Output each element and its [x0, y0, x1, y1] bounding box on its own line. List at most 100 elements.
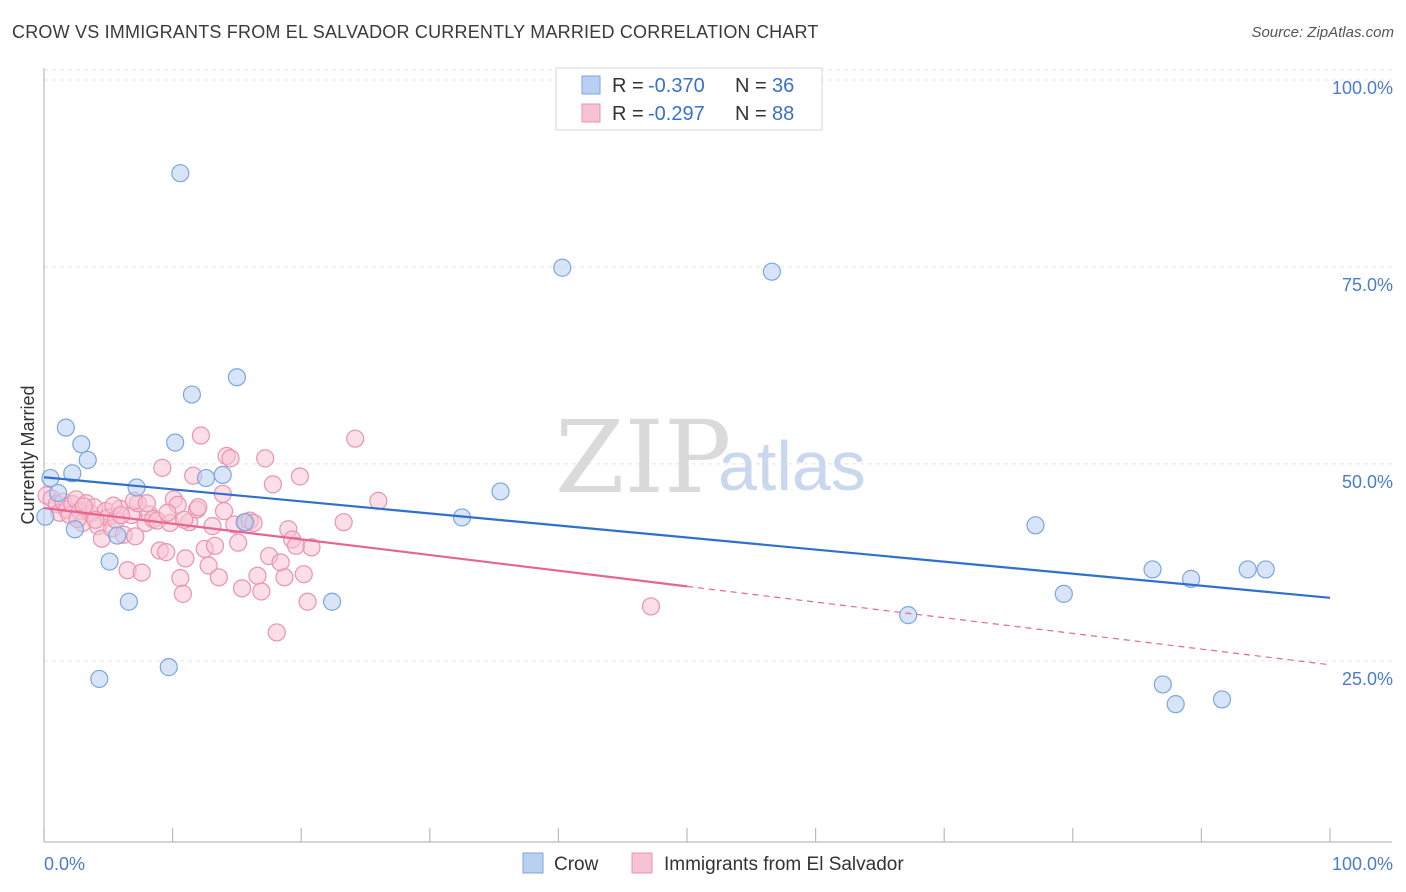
crow-trend-line: [43, 476, 1331, 599]
legend: R = -0.370 N = 36 R = -0.297 N = 88: [555, 67, 823, 131]
data-point: [227, 368, 246, 387]
data-point: [209, 568, 228, 587]
data-point: [182, 385, 201, 404]
data-point: [298, 592, 317, 611]
data-point: [108, 526, 127, 545]
data-point: [232, 579, 252, 598]
bottom-legend-swatch-salvador: [631, 852, 653, 874]
data-point: [491, 482, 510, 501]
data-point: [899, 606, 918, 625]
legend-n-label: N =: [735, 103, 767, 125]
data-point: [1166, 695, 1185, 714]
series-immigrants-el-salvador: [37, 426, 661, 642]
data-point: [1026, 516, 1045, 535]
data-point: [1238, 560, 1257, 579]
data-point: [1182, 569, 1201, 588]
data-point: [126, 527, 145, 546]
data-point: [203, 517, 222, 536]
data-point: [263, 475, 283, 494]
data-point: [334, 513, 353, 532]
data-point: [252, 582, 271, 601]
data-point: [189, 498, 208, 517]
data-point: [229, 533, 248, 552]
legend-n-crow: 36: [772, 75, 794, 97]
data-point: [78, 450, 97, 470]
data-point: [171, 569, 190, 588]
data-point: [294, 565, 313, 584]
legend-n-salvador: 88: [772, 103, 794, 125]
legend-swatch-crow: [581, 75, 601, 95]
y-tick-labels: 25.0% 50.0% 75.0% 100.0%: [1332, 78, 1393, 689]
x-tick-label-min: 0.0%: [44, 854, 85, 874]
data-point: [213, 465, 232, 485]
data-point: [65, 520, 84, 539]
data-point: [173, 584, 192, 603]
data-point: [112, 505, 131, 525]
data-point: [171, 164, 190, 183]
data-point: [90, 669, 109, 689]
data-point: [267, 623, 286, 642]
watermark-atlas: atlas: [718, 427, 866, 505]
data-point: [159, 658, 178, 677]
data-point: [157, 543, 176, 562]
data-point: [346, 429, 365, 448]
data-point: [762, 262, 781, 281]
data-point: [302, 538, 321, 557]
data-point: [214, 502, 234, 521]
data-point: [641, 597, 661, 616]
data-point: [153, 458, 172, 477]
axes: [43, 68, 1392, 843]
legend-swatch-salvador: [581, 103, 601, 123]
data-point: [369, 491, 388, 511]
bottom-legend: Crow Immigrants from El Salvador: [522, 852, 904, 875]
series-crow: [36, 164, 1275, 714]
chart-title: CROW VS IMMIGRANTS FROM EL SALVADOR CURR…: [12, 22, 819, 42]
data-point: [72, 435, 91, 454]
data-point: [100, 552, 119, 571]
data-point: [235, 513, 254, 532]
data-point: [205, 536, 225, 555]
trend-lines: [43, 476, 1331, 666]
legend-r-label: R =: [612, 75, 644, 97]
data-point: [63, 464, 82, 483]
data-point: [290, 467, 310, 486]
data-point: [166, 433, 185, 452]
data-point: [56, 418, 75, 437]
data-point: [322, 592, 342, 611]
data-point: [1153, 675, 1172, 694]
data-point: [271, 553, 290, 572]
data-point: [49, 483, 68, 503]
data-point: [119, 592, 138, 611]
y-tick-label: 50.0%: [1342, 472, 1393, 492]
data-point: [158, 503, 177, 522]
y-axis-label: Currently Married: [18, 385, 38, 524]
data-point: [199, 556, 218, 575]
data-point: [1054, 584, 1073, 603]
y-tick-label: 75.0%: [1342, 275, 1393, 295]
watermark-zip: ZIP: [555, 399, 731, 516]
data-point: [36, 507, 55, 526]
salvador-trend-extension: [686, 585, 1331, 666]
y-tick-label: 100.0%: [1332, 78, 1393, 98]
x-tick-label-max: 100.0%: [1332, 854, 1393, 874]
legend-r-salvador: -0.297: [648, 103, 705, 125]
data-point: [132, 563, 151, 582]
x-tick-labels: 0.0% 100.0%: [44, 854, 1393, 874]
data-point: [1256, 560, 1275, 579]
legend-r-label: R =: [612, 103, 644, 125]
data-point: [1212, 690, 1232, 709]
data-point: [256, 449, 275, 468]
data-point: [1143, 560, 1162, 579]
bottom-legend-swatch-crow: [522, 852, 544, 874]
legend-r-crow: -0.370: [648, 75, 705, 97]
bottom-legend-crow: Crow: [554, 854, 599, 875]
data-point: [221, 449, 240, 468]
data-point: [176, 549, 195, 568]
salvador-trend-line: [43, 506, 688, 588]
legend-n-label: N =: [735, 75, 767, 97]
data-point: [196, 468, 216, 488]
watermark: ZIP atlas: [555, 399, 866, 516]
source-attribution: Source: ZipAtlas.com: [1251, 24, 1394, 41]
bottom-legend-salvador: Immigrants from El Salvador: [664, 854, 904, 875]
